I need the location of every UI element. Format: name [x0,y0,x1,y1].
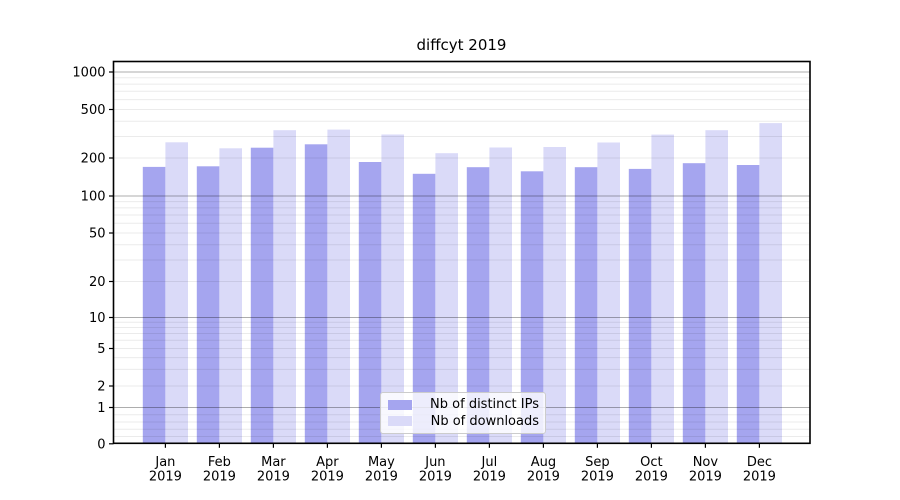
bar-aug-distinct-ips [520,171,544,444]
bar-apr-distinct-ips [304,144,328,444]
bar-feb-distinct-ips [196,166,220,444]
x-tick-label-apr: Apr 2019 [311,455,344,485]
y-tick-label-20: 20 [89,275,106,290]
x-tick-label-aug: Aug 2019 [527,455,560,485]
y-tick-label-200: 200 [81,152,106,167]
x-tick-label-mar: Mar 2019 [257,455,290,485]
bar-nov-downloads [705,130,728,444]
x-tick-label-may: May 2019 [365,455,398,485]
bar-aug-downloads [543,147,566,444]
bar-oct-distinct-ips [628,168,652,444]
y-tick-label-50: 50 [89,227,106,242]
y-tick-label-1000: 1000 [72,66,105,81]
legend-label-distinct-ips: Nb of distinct IPs [430,397,539,413]
legend-swatch-downloads [388,416,412,427]
y-tick-label-100: 100 [81,190,106,205]
bar-jul-distinct-ips [466,167,490,444]
bar-jun-distinct-ips [412,173,436,444]
bar-sep-downloads [597,142,620,444]
x-tick-label-oct: Oct 2019 [635,455,668,485]
chart-title: diffcyt 2019 [416,36,507,54]
y-tick-label-0: 0 [97,437,105,452]
bar-sep-distinct-ips [574,167,598,444]
x-tick-label-feb: Feb 2019 [203,455,236,485]
y-tick-label-2: 2 [97,380,105,395]
x-tick-label-sep: Sep 2019 [581,455,614,485]
bar-apr-downloads [327,129,350,444]
x-tick-label-jul: Jul 2019 [473,455,506,485]
x-tick-label-jun: Jun 2019 [419,455,452,485]
bar-dec-distinct-ips [736,165,760,444]
legend-label-downloads: Nb of downloads [430,413,539,429]
bar-mar-distinct-ips [250,147,274,444]
bar-jun-downloads [435,153,458,444]
bar-dec-downloads [759,123,782,444]
x-tick-label-dec: Dec 2019 [743,455,776,485]
plot-area-border [112,60,811,445]
legend-item-distinct-ips: Nb of distinct IPs [386,397,539,413]
y-tick-label-1: 1 [97,401,105,416]
y-tick-label-10: 10 [89,311,106,326]
y-tick-label-5: 5 [97,342,105,357]
legend: Nb of distinct IPs Nb of downloads [380,392,546,434]
x-tick-label-nov: Nov 2019 [689,455,722,485]
legend-swatch-distinct-ips [388,399,412,410]
bar-oct-downloads [651,134,674,444]
bar-may-downloads [381,134,404,444]
bar-mar-downloads [273,130,296,444]
bar-jan-downloads [165,142,188,444]
y-tick-label-500: 500 [81,103,106,118]
bar-may-distinct-ips [358,162,382,444]
bar-nov-distinct-ips [682,163,706,444]
legend-item-downloads: Nb of downloads [386,413,539,429]
x-tick-label-jan: Jan 2019 [149,455,182,485]
bar-jul-downloads [489,147,512,444]
bar-feb-downloads [219,148,242,444]
bar-jan-distinct-ips [142,166,166,444]
